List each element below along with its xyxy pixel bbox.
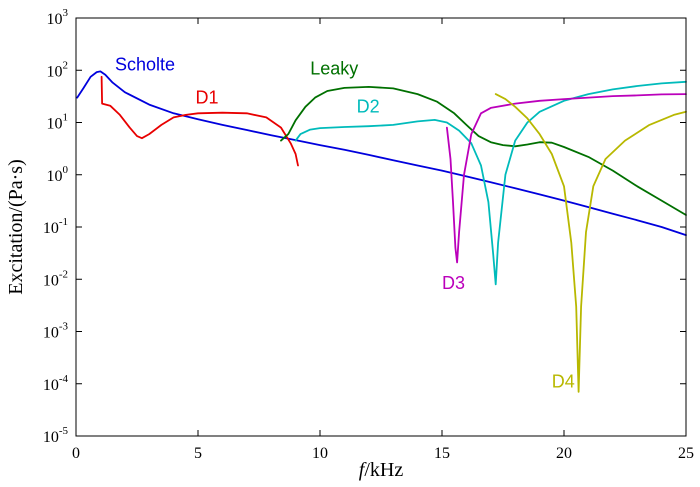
y-tick-base: 10 — [47, 63, 63, 80]
x-tick-label: 5 — [194, 445, 202, 462]
y-tick-label: 10-4 — [43, 373, 69, 394]
y-tick-label: 101 — [47, 112, 69, 133]
y-tick-label: 10-2 — [43, 268, 68, 289]
x-tick-label: 15 — [434, 445, 450, 462]
tick-labels-layer: 0 5 10 15 20 2510-510-410-310-210-11001011021… — [43, 7, 694, 462]
series-layer — [76, 70, 687, 393]
y-tick-exponent: -2 — [59, 268, 68, 280]
y-tick-base: 10 — [43, 429, 59, 446]
y-tick-exponent: 0 — [63, 164, 69, 176]
y-tick-label: 10-1 — [43, 216, 68, 237]
x-tick-label: 0 — [72, 445, 80, 462]
y-tick-base: 10 — [47, 11, 63, 28]
y-tick-exponent: -4 — [59, 373, 69, 385]
y-tick-exponent: -3 — [59, 321, 69, 333]
x-axis-label-unit: /kHz — [364, 459, 403, 481]
series-line-d3 — [445, 93, 687, 264]
series-line-d2 — [294, 80, 687, 286]
y-tick-exponent: -1 — [59, 216, 68, 228]
x-axis-label-symbol: f — [359, 459, 367, 481]
y-tick-label: 10-5 — [43, 425, 69, 446]
series-label-d4: D4 — [552, 371, 575, 391]
x-axis-label: f/kHz — [359, 459, 404, 481]
series-line-scholte — [76, 70, 687, 237]
y-tick-base: 10 — [47, 116, 63, 133]
y-tick-label: 10-3 — [43, 321, 69, 342]
y-tick-base: 10 — [43, 272, 59, 289]
series-label-d3: D3 — [442, 273, 465, 293]
y-tick-base: 10 — [43, 377, 59, 394]
plot-frame — [75, 17, 687, 437]
series-label-leaky: Leaky — [310, 58, 358, 78]
y-tick-label: 102 — [47, 59, 69, 80]
y-tick-exponent: 1 — [63, 112, 69, 124]
series-label-d1: D1 — [196, 88, 219, 108]
y-tick-label: 100 — [47, 164, 69, 185]
ticks-layer — [75, 17, 687, 437]
series-labels-layer: Scholte D1 Leaky D2 D3 D4 — [115, 54, 575, 391]
series-label-d2: D2 — [357, 97, 380, 117]
x-tick-label: 20 — [556, 445, 572, 462]
x-tick-label: 10 — [312, 445, 328, 462]
series-line-d4 — [494, 93, 687, 393]
y-axis-label: Excitation/(Pa·s) — [5, 159, 27, 295]
series-line-d1 — [100, 75, 299, 167]
y-tick-exponent: 3 — [63, 7, 69, 19]
y-tick-base: 10 — [47, 168, 63, 185]
x-tick-label: 25 — [678, 445, 694, 462]
y-tick-exponent: -5 — [59, 425, 69, 437]
series-line-leaky — [280, 86, 687, 216]
y-tick-exponent: 2 — [63, 59, 69, 71]
y-tick-base: 10 — [43, 325, 59, 342]
series-label-scholte: Scholte — [115, 54, 175, 74]
y-tick-label: 103 — [47, 7, 69, 28]
y-tick-base: 10 — [43, 220, 59, 237]
